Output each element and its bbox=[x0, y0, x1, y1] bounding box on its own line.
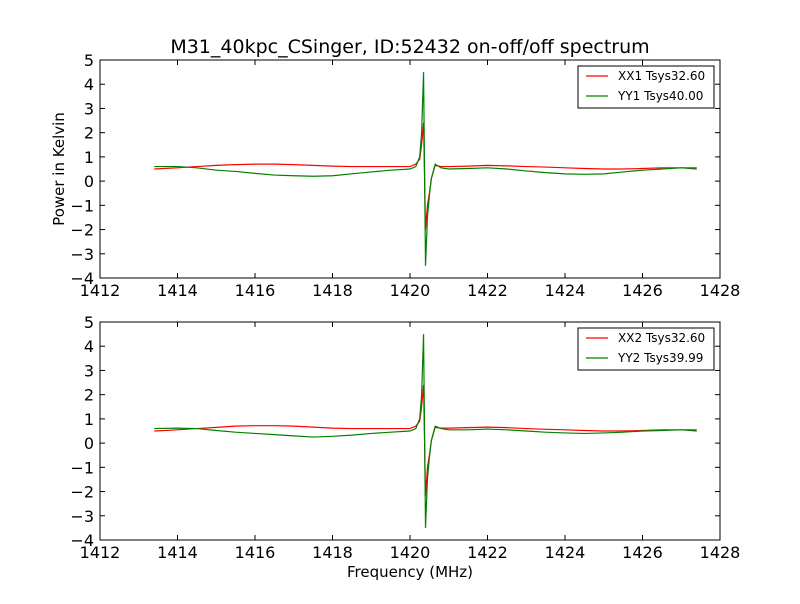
y-tick-label: −3 bbox=[70, 507, 94, 526]
y-tick-label: 4 bbox=[84, 337, 94, 356]
y-tick-label: 5 bbox=[84, 313, 94, 332]
y-tick-label: 0 bbox=[84, 172, 94, 191]
x-tick-label: 1412 bbox=[80, 543, 121, 562]
x-tick-label: 1420 bbox=[390, 281, 431, 300]
y-tick-label: −4 bbox=[70, 269, 94, 288]
y-tick-label: −2 bbox=[70, 483, 94, 502]
legend-label: XX1 Tsys32.60 bbox=[618, 69, 705, 83]
y-tick-label: 3 bbox=[84, 361, 94, 380]
chart-title: M31_40kpc_CSinger, ID:52432 on-off/off s… bbox=[170, 36, 649, 58]
y-tick-label: 5 bbox=[84, 51, 94, 70]
y-tick-label: −1 bbox=[70, 196, 94, 215]
y-tick-label: −1 bbox=[70, 458, 94, 477]
x-tick-label: 1414 bbox=[157, 281, 198, 300]
panel-2: 1412 1414 1416 1418 1420 1422 1424 1426 1428−4−3… bbox=[70, 313, 740, 581]
x-tick-label: 1414 bbox=[157, 543, 198, 562]
x-tick-label: 1412 bbox=[80, 281, 121, 300]
series-line-xx1 bbox=[154, 122, 697, 230]
series-line-xx2 bbox=[154, 384, 697, 497]
x-tick-label: 1428 bbox=[700, 281, 741, 300]
x-tick-label: 1418 bbox=[312, 281, 353, 300]
legend-box bbox=[577, 327, 715, 371]
series-line-yy1 bbox=[154, 72, 697, 266]
legend-label: XX2 Tsys32.60 bbox=[618, 331, 705, 345]
y-tick-label: 1 bbox=[84, 410, 94, 429]
x-tick-label: 1420 bbox=[390, 543, 431, 562]
y-tick-label: 4 bbox=[84, 75, 94, 94]
y-tick-label: −3 bbox=[70, 245, 94, 264]
x-tick-label: 1428 bbox=[700, 543, 741, 562]
legend: XX1 Tsys32.60 YY1 Tsys40.00 bbox=[577, 65, 715, 109]
legend-label: YY1 Tsys40.00 bbox=[617, 89, 703, 103]
x-tick-label: 1424 bbox=[545, 543, 586, 562]
x-tick-label: 1416 bbox=[235, 281, 276, 300]
x-tick-label: 1424 bbox=[545, 281, 586, 300]
y-tick-label: 0 bbox=[84, 434, 94, 453]
x-tick-label: 1426 bbox=[622, 543, 663, 562]
y-tick-label: 2 bbox=[84, 386, 94, 405]
x-tick-label: 1418 bbox=[312, 543, 353, 562]
legend-label: YY2 Tsys39.99 bbox=[617, 351, 703, 365]
panel-1: 1412 1414 1416 1418 1420 1422 1424 1426 1428−4−3… bbox=[50, 36, 740, 300]
x-tick-label: 1426 bbox=[622, 281, 663, 300]
y-tick-label: −2 bbox=[70, 221, 94, 240]
x-tick-label: 1422 bbox=[467, 543, 508, 562]
legend: XX2 Tsys32.60 YY2 Tsys39.99 bbox=[577, 327, 715, 371]
x-tick-label: 1422 bbox=[467, 281, 508, 300]
y-tick-label: −4 bbox=[70, 531, 94, 550]
y-axis-label: Power in Kelvin bbox=[50, 112, 68, 226]
x-tick-label: 1416 bbox=[235, 543, 276, 562]
y-tick-label: 3 bbox=[84, 99, 94, 118]
x-axis-label: Frequency (MHz) bbox=[347, 563, 473, 581]
y-tick-label: 2 bbox=[84, 124, 94, 143]
series-line-yy2 bbox=[154, 334, 697, 528]
y-tick-label: 1 bbox=[84, 148, 94, 167]
legend-box bbox=[577, 65, 715, 109]
